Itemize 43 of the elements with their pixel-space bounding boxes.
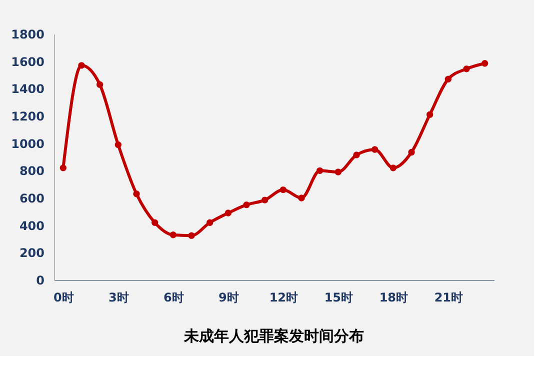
point bbox=[371, 146, 378, 153]
point bbox=[463, 66, 470, 72]
point bbox=[60, 164, 67, 172]
point bbox=[188, 232, 195, 239]
point bbox=[353, 152, 360, 158]
point bbox=[481, 60, 488, 67]
point bbox=[298, 194, 305, 202]
x-tick-label: 12时 bbox=[269, 290, 298, 304]
y-tick-label: 400 bbox=[19, 218, 44, 233]
point bbox=[261, 196, 268, 204]
x-tick-label: 3时 bbox=[108, 290, 129, 304]
y-tick-label: 200 bbox=[19, 246, 44, 260]
point bbox=[114, 141, 122, 148]
point bbox=[224, 210, 232, 216]
x-tick-label: 18时 bbox=[379, 290, 408, 304]
text: 未成年人犯罪案发时间分布 bbox=[183, 327, 364, 345]
point bbox=[96, 81, 104, 88]
point bbox=[78, 62, 85, 69]
point bbox=[133, 190, 140, 198]
x-tick-label: 9时 bbox=[218, 290, 239, 304]
point bbox=[280, 186, 287, 194]
y-tick-label: 1000 bbox=[11, 136, 44, 151]
x-tick-label: 0时 bbox=[53, 290, 74, 304]
y-tick-label: 0 bbox=[36, 274, 44, 288]
x-tick-label: 21时 bbox=[434, 290, 464, 304]
point bbox=[316, 167, 324, 174]
point bbox=[170, 232, 177, 238]
y-tick-label: 1600 bbox=[11, 54, 44, 69]
y-tick-label: 600 bbox=[19, 192, 44, 206]
point bbox=[426, 111, 434, 118]
y-tick-label: 1400 bbox=[11, 82, 44, 96]
x-tick-label: 15时 bbox=[324, 290, 354, 304]
y-tick-label: 800 bbox=[19, 164, 44, 178]
point bbox=[206, 219, 214, 226]
point bbox=[390, 164, 397, 172]
point bbox=[334, 168, 342, 176]
y-tick-label: 1800 bbox=[11, 28, 44, 42]
point bbox=[243, 201, 250, 208]
point bbox=[151, 219, 158, 226]
point bbox=[408, 148, 415, 156]
y-tick-label: 1200 bbox=[11, 110, 44, 124]
x-tick-label: 6时 bbox=[163, 290, 184, 304]
point bbox=[444, 76, 452, 82]
